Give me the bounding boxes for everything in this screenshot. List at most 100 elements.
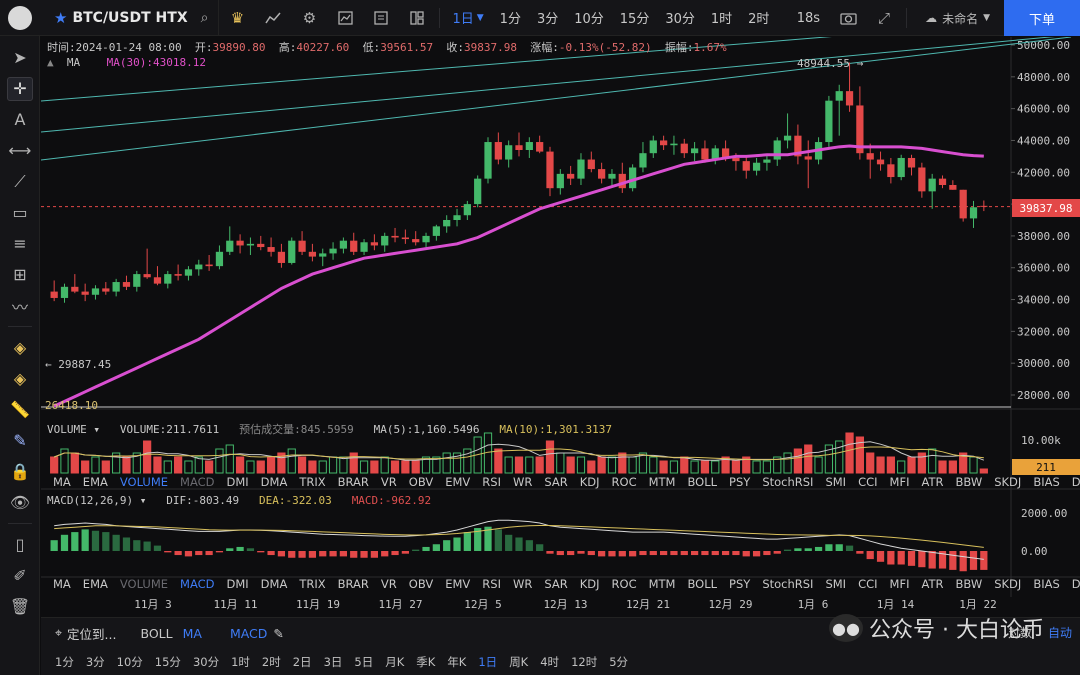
crown-icon[interactable]: ♛ (230, 8, 245, 27)
indicator-tab-wr[interactable]: WR (512, 577, 533, 591)
template-icon[interactable] (363, 0, 399, 36)
settings-gear-icon[interactable]: ⚙ (302, 8, 317, 27)
indicator-tab-macd[interactable]: MACD (180, 475, 215, 489)
indicator-tab-emv[interactable]: EMV (445, 475, 471, 489)
eye-icon[interactable]: 👁 (9, 493, 31, 512)
bottom-interval-11[interactable]: 季K (416, 655, 436, 669)
indicator-tab-emv[interactable]: EMV (445, 577, 471, 591)
trend-line-icon[interactable]: ⟋ (14, 171, 26, 191)
indicator-tab-obv[interactable]: OBV (408, 577, 434, 591)
bottom-interval-8[interactable]: 3日 (323, 655, 343, 669)
favorite-star-icon[interactable]: ★ (54, 8, 68, 27)
fullscreen-icon[interactable]: ⤢ (878, 9, 891, 27)
bottom-interval-4[interactable]: 30分 (192, 655, 220, 669)
place-order-button[interactable]: 下单 (1004, 0, 1080, 36)
auto-scale-toggle[interactable]: 自动 (1047, 626, 1072, 640)
indicator-tab-bias[interactable]: BIAS (1033, 577, 1060, 591)
indicator-tab-dpo[interactable]: DPO (1071, 577, 1080, 591)
bottom-interval-15[interactable]: 4时 (540, 655, 560, 669)
indicator-tab-ema[interactable]: EMA (82, 475, 108, 489)
camera-icon[interactable] (830, 0, 866, 36)
interval-30m[interactable]: 30分 (665, 12, 695, 27)
locate-button[interactable]: ⌖ 定位到... (55, 624, 116, 643)
indicator-tab-roc[interactable]: ROC (611, 475, 637, 489)
indicator-tab-mfi[interactable]: MFI (889, 475, 910, 489)
indicator-tab-trix[interactable]: TRIX (299, 577, 326, 591)
bottom-interval-5[interactable]: 1时 (231, 655, 250, 669)
footer-macd[interactable]: MACD (229, 625, 268, 641)
indicator-tab-kdj[interactable]: KDJ (579, 475, 600, 489)
indicator-tab-bbw[interactable]: BBW (955, 475, 983, 489)
strong-magnet-icon[interactable]: ◈ (13, 369, 27, 388)
indicator-tab-ma[interactable]: MA (53, 475, 71, 489)
footer-boll[interactable]: BOLL (140, 625, 173, 641)
search-icon[interactable]: ⌕ (200, 9, 209, 26)
indicator-tab-mtm[interactable]: MTM (648, 577, 676, 591)
bottom-interval-14[interactable]: 周K (509, 655, 529, 669)
indicator-tab-dmi[interactable]: DMI (226, 577, 249, 591)
interval-3m[interactable]: 3分 (536, 12, 559, 27)
indicator-tab-vr[interactable]: VR (380, 475, 397, 489)
indicator-tab-mfi[interactable]: MFI (889, 577, 910, 591)
indicator-tab-stochrsi[interactable]: StochRSI (762, 577, 814, 591)
bottom-interval-0[interactable]: 1分 (55, 655, 74, 669)
indicators-icon[interactable] (255, 0, 291, 36)
text-tool-icon[interactable]: A (14, 110, 26, 129)
indicator-tab-brar[interactable]: BRAR (337, 475, 369, 489)
trash-icon[interactable]: 🗑 (9, 597, 31, 616)
ruler-icon[interactable]: 📏 (10, 400, 30, 419)
interval-15m[interactable]: 15分 (619, 12, 650, 27)
wave-pattern-icon[interactable]: 〰 (11, 297, 28, 317)
indicator-tab-bias[interactable]: BIAS (1033, 475, 1060, 489)
indicator-tab-kdj[interactable]: KDJ (579, 577, 600, 591)
bookmark-icon[interactable]: ▯ (15, 535, 25, 554)
indicator-tab-wr[interactable]: WR (512, 475, 533, 489)
indicator-tab-psy[interactable]: PSY (729, 475, 751, 489)
magnet-icon[interactable]: ◈ (13, 338, 27, 357)
indicator-tab-rsi[interactable]: RSI (482, 577, 501, 591)
interval-2h[interactable]: 2时 (748, 12, 770, 27)
bottom-interval-1[interactable]: 3分 (85, 655, 105, 669)
lock-icon[interactable]: 🔒 (10, 462, 30, 481)
bottom-interval-9[interactable]: 5日 (354, 655, 374, 669)
bottom-interval-2[interactable]: 10分 (116, 655, 143, 669)
indicator-tab-brar[interactable]: BRAR (337, 577, 369, 591)
parallel-channel-icon[interactable]: ≡ (13, 234, 27, 253)
interval-1h[interactable]: 1时 (710, 12, 733, 27)
indicator-tab-dma[interactable]: DMA (260, 475, 288, 489)
rectangle-icon[interactable]: ▭ (12, 203, 28, 222)
indicator-tab-bbw[interactable]: BBW (955, 577, 983, 591)
bottom-interval-13[interactable]: 1日 (478, 655, 498, 669)
indicator-tab-skdj[interactable]: SKDJ (994, 475, 1022, 489)
indicator-tab-macd[interactable]: MACD (180, 577, 215, 591)
indicator-tab-volume[interactable]: VOLUME (119, 475, 169, 489)
bottom-interval-10[interactable]: 月K (385, 655, 405, 669)
indicator-tab-skdj[interactable]: SKDJ (994, 577, 1022, 591)
indicator-tab-psy[interactable]: PSY (729, 577, 751, 591)
indicator-tab-cci[interactable]: CCI (858, 475, 878, 489)
bottom-interval-12[interactable]: 年K (447, 655, 467, 669)
chart-canvas[interactable]: 50000.00 48000.00 46000.00 44000.00 42000.00… (41, 37, 1080, 617)
indicator-tab-mtm[interactable]: MTM (648, 475, 676, 489)
layout-name-dropdown[interactable]: ☁ 未命名 ▼ (911, 10, 1004, 27)
bottom-interval-16[interactable]: 12时 (571, 655, 598, 669)
indicator-tab-boll[interactable]: BOLL (687, 577, 718, 591)
symbol-selector[interactable]: ★ BTC/USDT HTX ⌕ (40, 0, 220, 36)
interval-1m[interactable]: 1分 (499, 12, 521, 27)
interval-10m[interactable]: 10分 (574, 12, 604, 27)
footer-ma[interactable]: MA (182, 625, 202, 641)
interval-1d[interactable]: 1日 ▼ (452, 12, 484, 27)
indicator-tab-cci[interactable]: CCI (858, 577, 878, 591)
indicator-tab-dmi[interactable]: DMI (226, 475, 249, 489)
indicator-tab-smi[interactable]: SMI (825, 577, 847, 591)
cursor-arrow-icon[interactable]: ➤ (13, 48, 27, 67)
horizontal-line-icon[interactable]: ⟷ (8, 141, 32, 160)
indicator-tab-obv[interactable]: OBV (408, 475, 434, 489)
indicator-tab-vr[interactable]: VR (380, 577, 397, 591)
indicator-tab-atr[interactable]: ATR (921, 577, 944, 591)
indicator-tab-boll[interactable]: BOLL (687, 475, 718, 489)
indicator-tab-volume[interactable]: VOLUME (119, 577, 169, 591)
indicator-tab-dma[interactable]: DMA (260, 577, 288, 591)
edit-indicator-icon[interactable]: ✎ (273, 625, 284, 641)
edit-objects-icon[interactable]: ✐ (13, 566, 27, 585)
